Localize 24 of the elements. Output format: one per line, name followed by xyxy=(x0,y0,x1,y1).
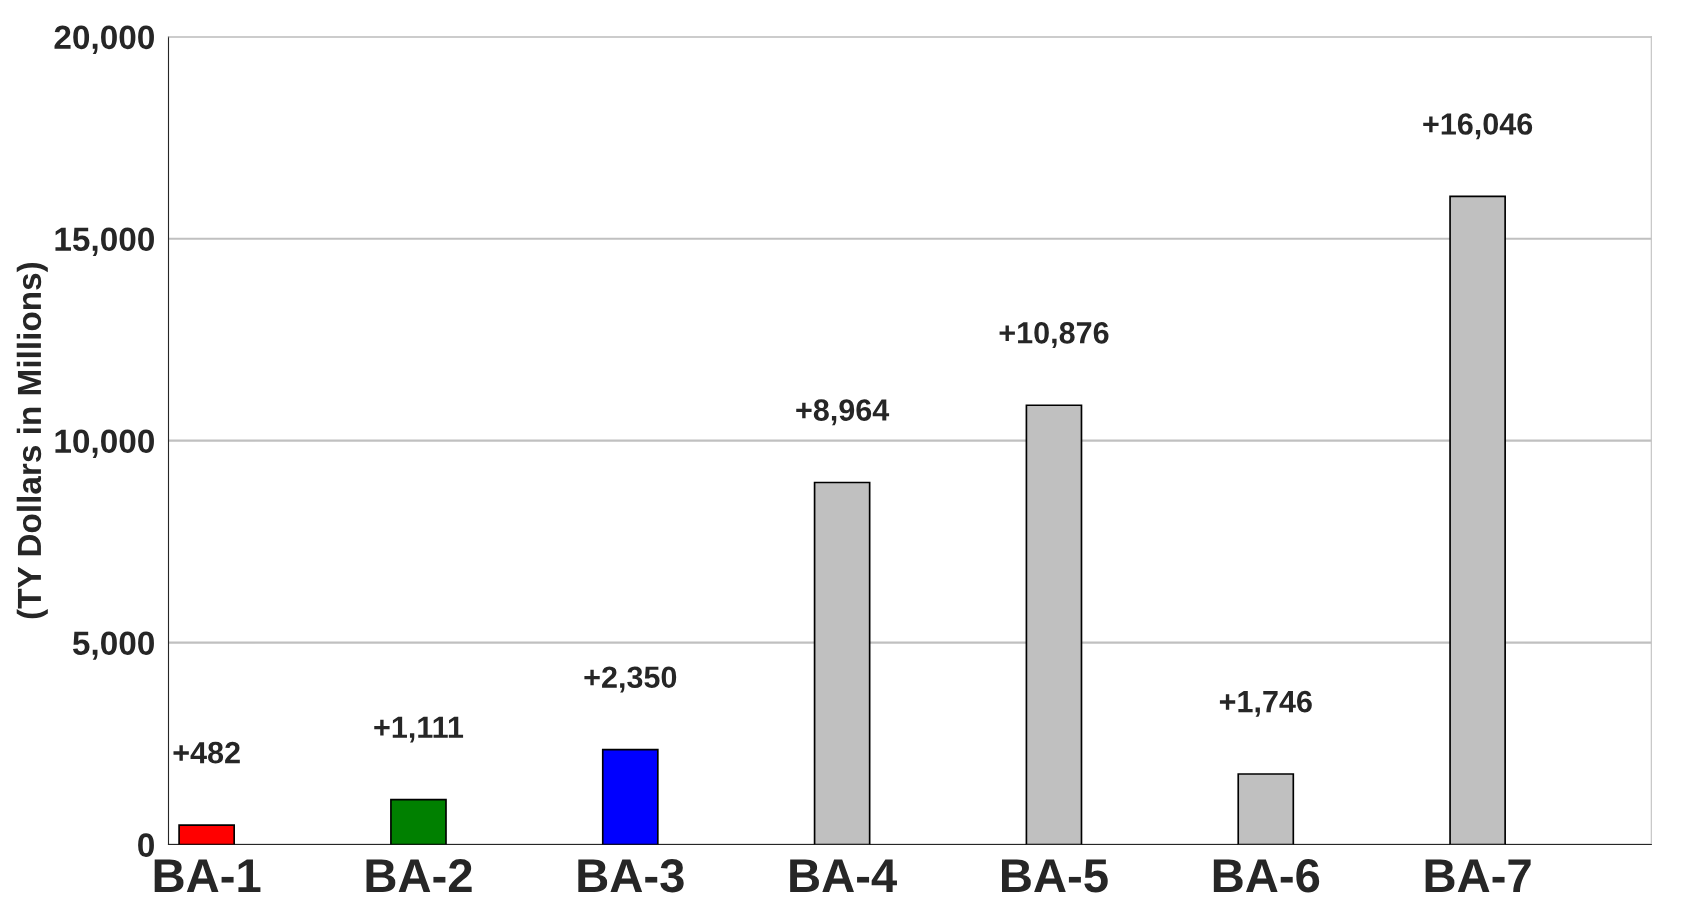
x-tick-label: BA-4 xyxy=(790,859,897,892)
x-tick-label: BA-7 xyxy=(1425,859,1531,892)
data-label: +482 xyxy=(173,741,240,764)
x-tick-label: BA-5 xyxy=(1002,859,1108,893)
y-tick-label: 0 xyxy=(138,833,154,857)
y-axis-title: (TY Dollars in Millions) xyxy=(16,262,48,619)
y-tick-label: 20,000 xyxy=(54,25,154,54)
data-label: +10,876 xyxy=(999,322,1109,349)
bar xyxy=(601,748,659,845)
bar xyxy=(390,798,447,845)
x-tick-label: BA-6 xyxy=(1213,859,1320,893)
data-label: +1,746 xyxy=(1219,690,1312,717)
data-label: +8,964 xyxy=(796,399,890,426)
bar xyxy=(1237,773,1295,845)
y-tick-label: 10,000 xyxy=(55,429,154,458)
x-tick-label: BA-3 xyxy=(578,859,684,893)
data-label: +16,046 xyxy=(1423,113,1533,140)
bar xyxy=(178,824,236,845)
y-tick-label: 15,000 xyxy=(55,227,154,256)
data-label: +1,111 xyxy=(374,716,464,743)
data-label: +2,350 xyxy=(584,666,677,693)
y-tick-label: 5,000 xyxy=(72,631,154,660)
x-tick-label: BA-2 xyxy=(366,859,472,892)
x-tick-label: BA-1 xyxy=(154,859,261,892)
